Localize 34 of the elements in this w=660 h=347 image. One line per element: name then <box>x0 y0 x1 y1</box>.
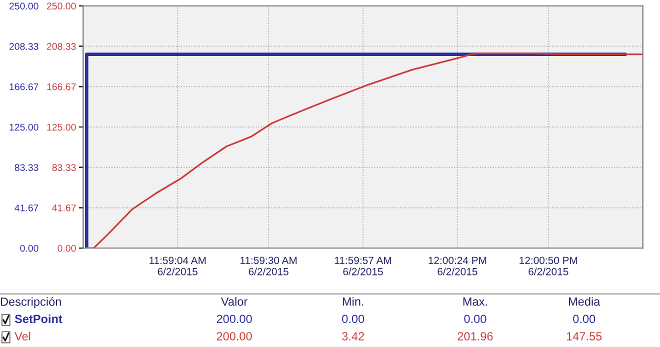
y-tick-label: 208.33 <box>46 43 76 50</box>
text: Valor <box>221 297 248 306</box>
text: Min. <box>342 297 364 306</box>
y2-tick-label: 208.33 <box>9 43 38 50</box>
text: Descripción <box>0 297 61 308</box>
text: Max. <box>463 298 487 306</box>
text: SetPoint <box>14 314 62 324</box>
x-tick-label: 11:59:04 AM 6/2/2015 <box>150 256 206 276</box>
text: 200.00 <box>216 332 252 340</box>
y2-tick-label: 41.67 <box>14 204 38 212</box>
y2-tick-label: 250.00 <box>9 2 38 10</box>
text: 201.96 <box>458 332 493 340</box>
y2-tick-label: 166.67 <box>10 83 38 90</box>
y2-tick-label: 83.33 <box>14 164 38 171</box>
y-tick-label: 83.33 <box>52 164 76 171</box>
text: 0.00 <box>573 314 596 324</box>
text: 200.00 <box>216 314 252 324</box>
y-tick-label: 41.67 <box>52 204 76 212</box>
y-tick-label: 0.00 <box>58 244 76 252</box>
text: Vel <box>14 332 30 340</box>
y2-tick-label: 0.00 <box>20 244 38 252</box>
y-tick-label: 125.00 <box>47 124 76 131</box>
text: 0.00 <box>342 314 364 324</box>
x-tick-label: 11:59:30 AM 6/2/2015 <box>240 256 297 276</box>
y-tick-label: 166.67 <box>47 83 76 90</box>
x-tick-label: 12:00:24 PM 6/2/2015 <box>428 256 486 276</box>
y-tick-label: 250.00 <box>46 2 76 10</box>
y2-tick-label: 125.00 <box>10 124 38 131</box>
text: 147.55 <box>566 332 602 340</box>
text: 0.00 <box>464 314 486 324</box>
text: Media <box>568 297 600 306</box>
x-tick-label: 12:00:50 PM 6/2/2015 <box>520 256 578 276</box>
x-tick-label: 11:59:57 AM 6/2/2015 <box>334 256 392 276</box>
text: 3.42 <box>342 332 364 340</box>
